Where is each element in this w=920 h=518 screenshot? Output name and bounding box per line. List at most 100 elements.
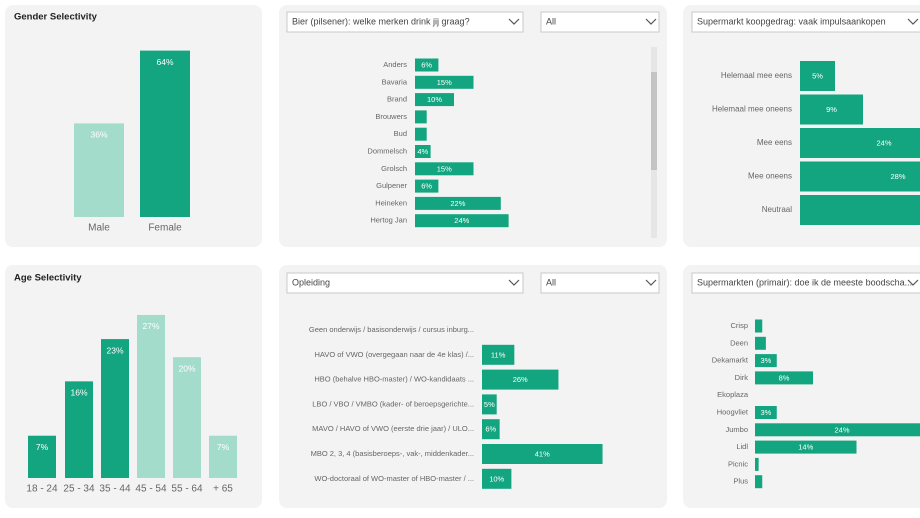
y-tick-label: Plus	[733, 477, 748, 486]
data-label: 24%	[454, 216, 469, 225]
dropdown-box[interactable]	[540, 272, 660, 294]
y-tick-label: MAVO / HAVO of VWO (eerste drie jaar) / …	[312, 424, 474, 433]
data-label: 26%	[513, 375, 528, 384]
dropdown[interactable]: Bier (pilsener): welke merken drink jij …	[286, 11, 524, 33]
chevron	[645, 279, 657, 286]
y-tick-label: MBO 2, 3, 4 (basisberoeps-, vak-, midden…	[311, 449, 474, 458]
bar	[74, 123, 124, 217]
data-label: 28%	[890, 172, 905, 181]
bar	[755, 319, 763, 333]
data-label: 41%	[535, 449, 550, 458]
data-label: 7%	[217, 442, 230, 452]
bar	[415, 127, 427, 141]
y-tick-label: Bud	[394, 129, 407, 138]
dropdown-box[interactable]	[691, 272, 920, 294]
dropdown[interactable]: Supermarkten (primair): doe ik de meeste…	[691, 272, 920, 294]
bar	[800, 195, 920, 225]
data-label: 3%	[760, 408, 771, 417]
bar	[415, 145, 431, 158]
dropdown-box[interactable]	[286, 272, 524, 294]
y-tick-label: Neutraal	[762, 205, 792, 214]
data-label: 3%	[760, 356, 771, 365]
data-label: 11%	[491, 350, 506, 359]
dropdown-box[interactable]	[540, 11, 660, 33]
bar	[65, 381, 93, 478]
bar	[28, 435, 56, 478]
y-tick-label: Deen	[730, 338, 748, 347]
dropdown-text: Bier (pilsener): welke merken drink jij …	[292, 16, 470, 26]
data-label: 20%	[178, 363, 195, 373]
y-tick-label: Ekoplaza	[717, 390, 749, 399]
scrollbar-thumb[interactable]	[651, 72, 657, 170]
y-tick-label: Jumbo	[725, 425, 748, 434]
data-label: 6%	[485, 425, 496, 434]
dropdown[interactable]: All	[540, 11, 660, 33]
chevron	[907, 279, 919, 286]
chevron	[907, 18, 919, 25]
panel	[5, 5, 262, 247]
bar	[755, 336, 766, 350]
chevron	[645, 18, 657, 25]
y-tick-label: Hoogvliet	[717, 407, 749, 416]
bar	[415, 179, 439, 193]
y-tick-label: Dekamarkt	[712, 356, 749, 365]
data-label: 24%	[876, 138, 891, 147]
dropdown-box[interactable]	[286, 11, 524, 33]
bar	[800, 161, 920, 192]
y-tick-label: Mee eens	[757, 138, 792, 147]
y-tick-label: Gulpener	[376, 181, 407, 190]
data-label: 6%	[421, 182, 432, 191]
data-label: 23%	[106, 345, 123, 355]
x-tick-label: 35 - 44	[99, 484, 131, 495]
data-label: 15%	[437, 164, 452, 173]
y-tick-label: Crisp	[730, 321, 748, 330]
bar	[415, 75, 474, 89]
data-label: 15%	[437, 78, 452, 87]
x-tick-label: 45 - 54	[135, 484, 167, 495]
bar	[755, 371, 813, 385]
x-tick-label: 55 - 64	[171, 484, 203, 495]
bar	[415, 196, 501, 210]
y-tick-label: Dirk	[735, 373, 749, 382]
bar	[482, 394, 497, 415]
dropdown[interactable]: All	[540, 272, 660, 294]
dropdown-text: Supermarkten (primair): doe ik de meeste…	[697, 277, 912, 287]
y-tick-label: Helemaal mee eens	[721, 71, 792, 80]
bar	[482, 468, 512, 489]
data-label: 9%	[826, 105, 837, 114]
x-tick-label: + 65	[213, 484, 233, 495]
dropdown[interactable]: Supermarkt koopgedrag: vaak impulsaankop…	[691, 11, 920, 33]
bar	[415, 110, 427, 124]
data-label: 7%	[36, 442, 49, 452]
x-tick-label: Male	[88, 223, 110, 234]
y-tick-label: Picnic	[728, 459, 748, 468]
y-tick-label: WO-doctoraal of WO-master of HBO-master …	[314, 474, 474, 483]
y-tick-label: HBO (behalve HBO-master) / WO-kandidaats…	[314, 375, 474, 384]
y-tick-label: LBO / VBO / VMBO (kader- of beroepsgeric…	[312, 399, 474, 408]
bar	[800, 61, 835, 91]
bar	[800, 128, 920, 158]
dropdown-text: All	[546, 277, 556, 287]
data-label: 22%	[450, 199, 465, 208]
data-label: 10%	[427, 95, 442, 104]
bar	[173, 357, 201, 478]
panel	[279, 5, 667, 247]
dropdown[interactable]: Opleiding	[286, 272, 524, 294]
panel	[279, 265, 667, 508]
data-label: 16%	[70, 388, 87, 398]
data-label: 27%	[142, 321, 159, 331]
data-label: 24%	[834, 425, 849, 434]
x-tick-label: Female	[148, 223, 182, 234]
y-tick-label: Dommelsch	[367, 146, 407, 155]
x-tick-label: 18 - 24	[26, 484, 58, 495]
bar	[755, 406, 777, 419]
dropdown-box[interactable]	[691, 11, 920, 33]
bar	[482, 419, 500, 440]
bar	[755, 440, 857, 454]
data-label: 4%	[417, 147, 428, 156]
bar	[482, 444, 603, 464]
dropdown-text: All	[546, 16, 556, 26]
y-tick-label: HAVO of VWO (overgegaan naar de 4e klas)…	[314, 350, 474, 359]
y-tick-label: Helemaal mee oneens	[712, 105, 792, 114]
dropdown-text: Opleiding	[292, 277, 330, 287]
